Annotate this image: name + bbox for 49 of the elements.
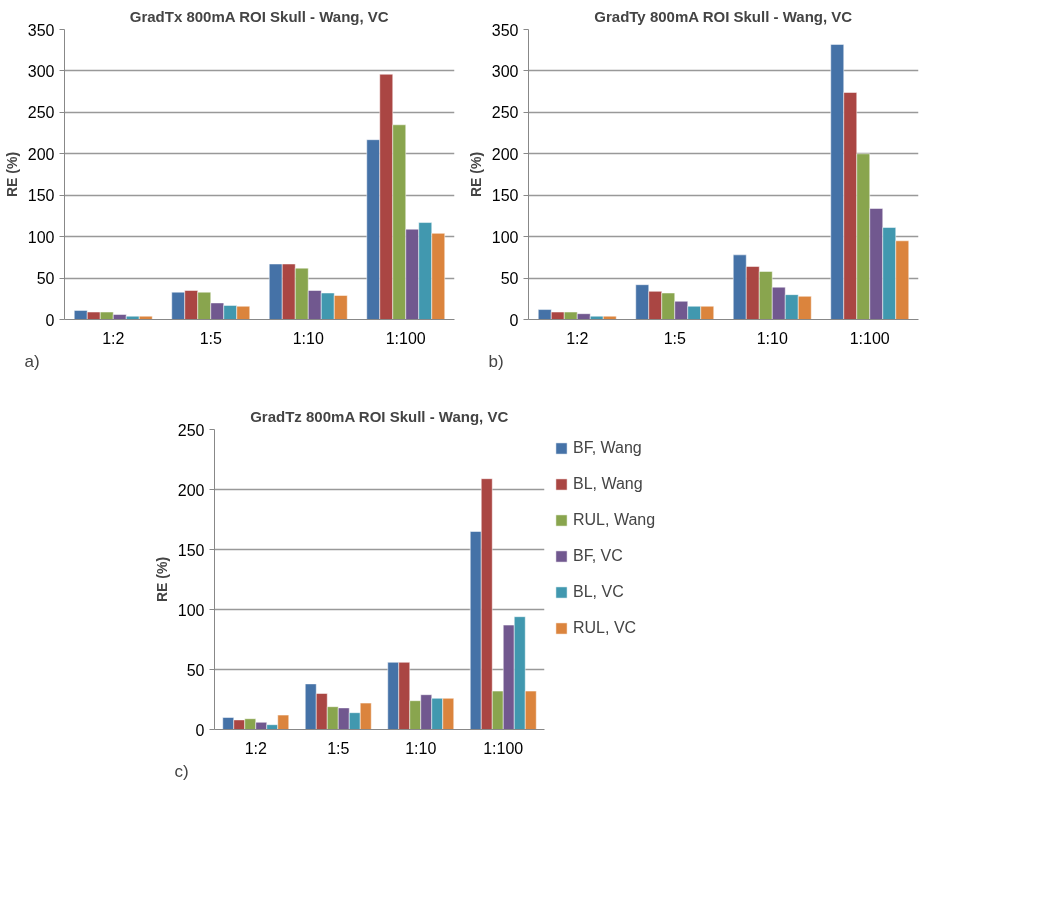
- chart-title: GradTz 800mA ROI Skull - Wang, VC: [250, 407, 509, 425]
- y-axis-title: RE (%): [3, 151, 20, 198]
- y-tick-label: 250: [27, 104, 55, 122]
- y-tick-label: 300: [27, 62, 55, 80]
- x-tick-label: 1:100: [385, 329, 426, 347]
- y-tick-label: 150: [491, 187, 519, 205]
- x-tick-label: 1:10: [292, 329, 324, 347]
- x-tick-label: 1:5: [327, 739, 350, 757]
- chart-title: GradTy 800mA ROI Skull - Wang, VC: [594, 7, 853, 25]
- x-tick-label: 1:100: [483, 739, 524, 757]
- y-tick-label: 150: [177, 541, 205, 559]
- y-tick-label: 0: [509, 311, 519, 329]
- legend-label: BL, Wang: [573, 475, 643, 493]
- legend-label: BF, Wang: [573, 439, 642, 457]
- y-tick-label: 250: [491, 104, 519, 122]
- y-tick-label: 300: [491, 62, 519, 80]
- x-tick-label: 1:5: [199, 329, 222, 347]
- y-tick-label: 0: [195, 721, 205, 739]
- y-tick-label: 250: [177, 421, 205, 439]
- legend-label: RUL, Wang: [573, 511, 656, 529]
- legend-label: RUL, VC: [573, 619, 637, 637]
- x-tick-label: 1:10: [756, 329, 788, 347]
- legend-label: BL, VC: [573, 583, 624, 601]
- y-axis-title: RE (%): [467, 151, 484, 198]
- y-tick-label: 100: [491, 228, 519, 246]
- x-tick-label: 1:100: [849, 329, 890, 347]
- x-tick-label: 1:10: [405, 739, 437, 757]
- x-tick-label: 1:2: [566, 329, 589, 347]
- x-tick-label: 1:2: [102, 329, 125, 347]
- chart-title: GradTx 800mA ROI Skull - Wang, VC: [129, 7, 389, 25]
- y-tick-label: 200: [177, 481, 205, 499]
- y-tick-label: 100: [177, 601, 205, 619]
- y-tick-label: 200: [491, 145, 519, 163]
- text: a): [24, 351, 40, 371]
- y-tick-label: 200: [27, 145, 55, 163]
- y-tick-label: 0: [45, 311, 55, 329]
- y-tick-label: 50: [186, 661, 205, 679]
- y-tick-label: 50: [500, 270, 519, 288]
- y-tick-label: 50: [36, 270, 55, 288]
- y-tick-label: 150: [27, 187, 55, 205]
- x-tick-label: 1:5: [663, 329, 686, 347]
- text: c): [174, 761, 189, 781]
- x-tick-label: 1:2: [244, 739, 267, 757]
- text: b): [488, 351, 504, 371]
- y-tick-label: 350: [27, 21, 55, 39]
- y-tick-label: 350: [491, 21, 519, 39]
- y-tick-label: 100: [27, 228, 55, 246]
- y-axis-title: RE (%): [153, 556, 170, 603]
- legend-label: BF, VC: [573, 547, 623, 565]
